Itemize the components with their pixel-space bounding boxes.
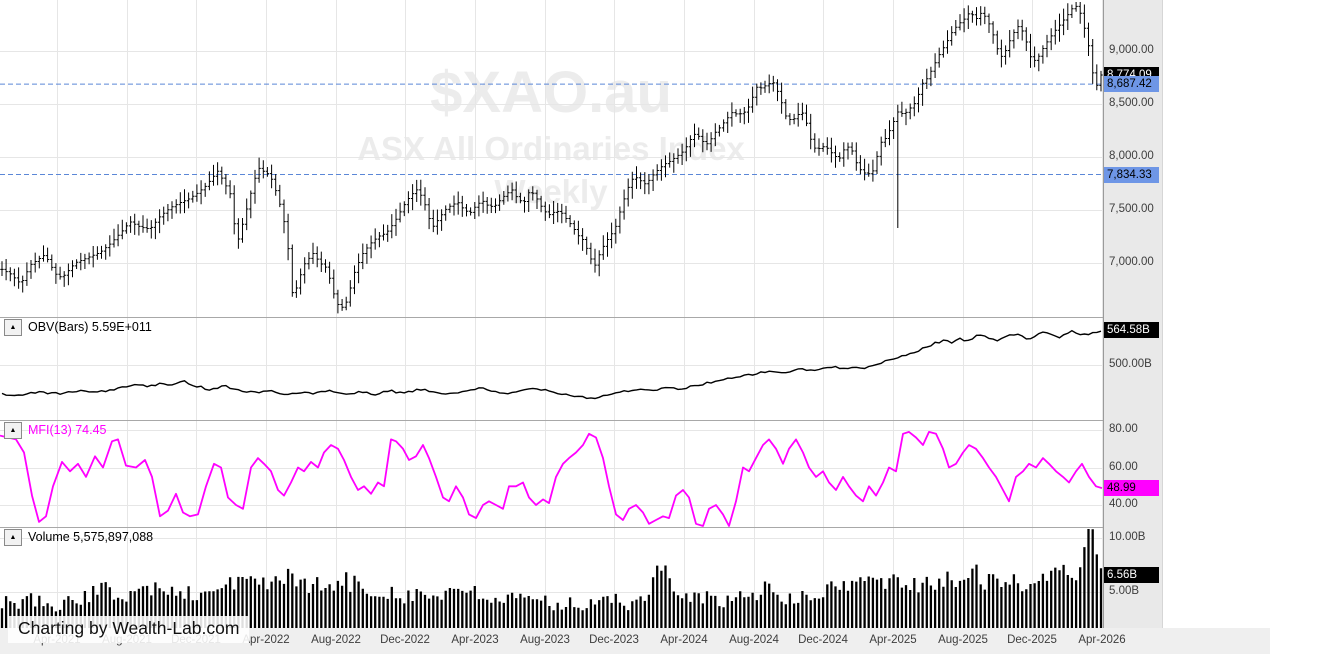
date-axis-label: Apr-2024 <box>660 634 708 646</box>
volume-last-value-badge: 6.56B <box>1104 567 1159 583</box>
date-axis-label: Dec-2025 <box>1007 634 1057 646</box>
volume-pane-header[interactable]: Volume 5,575,897,088 <box>28 530 154 544</box>
date-axis-label: Dec-2023 <box>589 634 639 646</box>
pane-dividers <box>0 317 1162 629</box>
price-axis-label: 7,500.00 <box>1109 203 1154 215</box>
mfi-pane-header[interactable]: MFI(13) 74.45 <box>28 423 107 437</box>
mfi-series <box>0 430 1103 527</box>
price-axis-label: 9,000.00 <box>1109 44 1154 56</box>
obv-axis-label: 500.00B <box>1109 358 1152 370</box>
hline-badge-7834[interactable]: 7,834.33 <box>1104 167 1159 183</box>
date-axis-label: Apr-2026 <box>1078 634 1126 646</box>
obv-pane-header[interactable]: OBV(Bars) 5.59E+011 <box>28 320 152 334</box>
price-ohlc-series <box>0 2 1103 314</box>
volume-axis-label: 10.00B <box>1109 531 1146 543</box>
mfi-pane-collapse-button[interactable]: ▲ <box>4 422 22 439</box>
date-axis-label: Dec-2022 <box>380 634 430 646</box>
mfi-last-value-badge: 48.99 <box>1104 480 1159 496</box>
price-axis-label: 8,000.00 <box>1109 150 1154 162</box>
price-axis-strip <box>1104 0 1163 628</box>
volume-axis-label: 5.00B <box>1109 585 1140 597</box>
mfi-axis-label: 80.00 <box>1109 423 1138 435</box>
mfi-axis-label: 40.00 <box>1109 498 1138 510</box>
volume-pane-collapse-button[interactable]: ▲ <box>4 529 22 546</box>
wealth-lab-branding-badge[interactable]: Charting by Wealth-Lab.com <box>8 616 250 643</box>
date-axis-label: Aug-2025 <box>938 634 988 646</box>
date-axis-label: Apr-2022 <box>242 634 290 646</box>
obv-last-value-badge: 564.58B <box>1104 322 1159 338</box>
price-axis-label: 7,000.00 <box>1109 256 1154 268</box>
date-axis-label: Dec-2024 <box>798 634 848 646</box>
date-axis-label: Aug-2023 <box>520 634 570 646</box>
gridlines <box>0 0 1103 628</box>
volume-series <box>0 529 1103 628</box>
date-axis-label: Apr-2025 <box>869 634 917 646</box>
date-axis-label: Aug-2024 <box>729 634 779 646</box>
hline-badge-8687[interactable]: 8,687.42 <box>1104 76 1159 92</box>
price-axis-label: 8,500.00 <box>1109 97 1154 109</box>
obv-series <box>1 329 1102 400</box>
mfi-axis-label: 60.00 <box>1109 460 1138 473</box>
date-axis-label: Apr-2023 <box>451 634 499 646</box>
date-axis-label: Aug-2022 <box>311 634 361 646</box>
obv-pane-collapse-button[interactable]: ▲ <box>4 319 22 336</box>
